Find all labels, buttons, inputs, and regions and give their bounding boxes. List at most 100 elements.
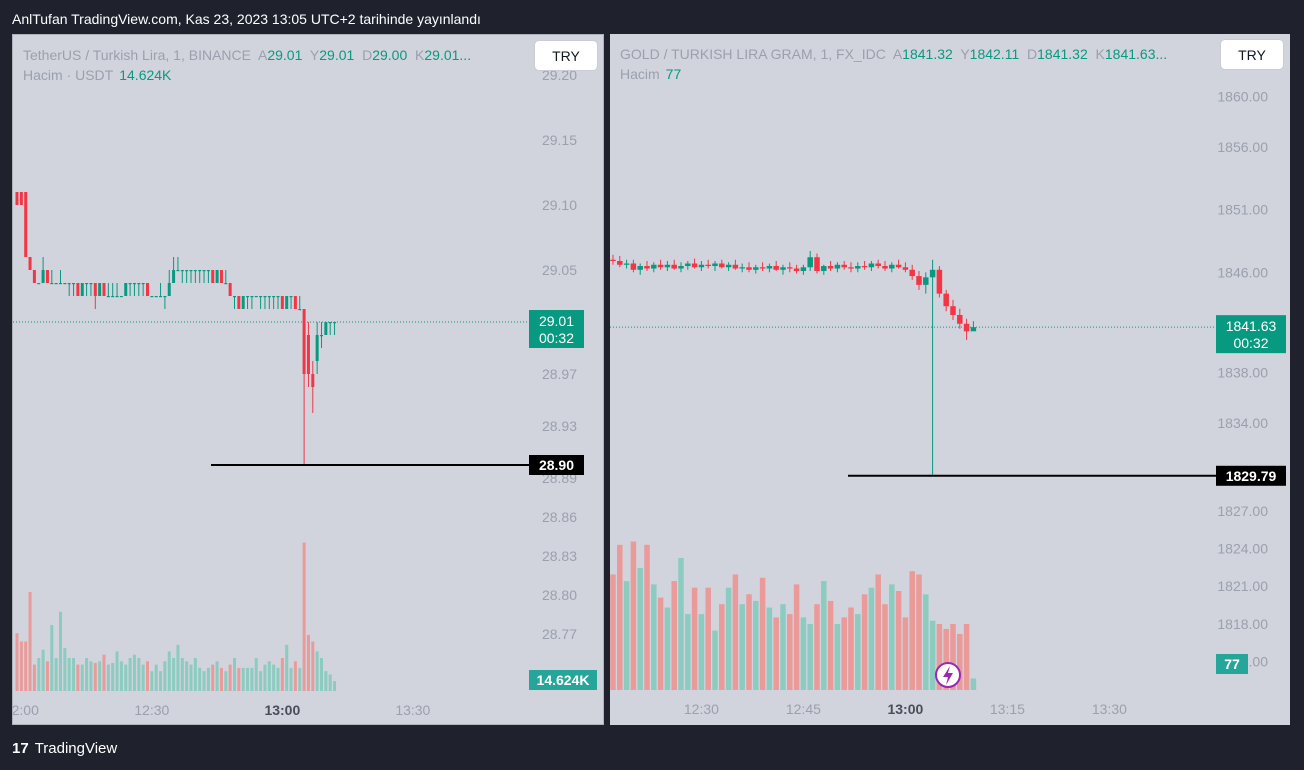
candle-body	[719, 263, 725, 268]
candle-body	[644, 266, 650, 269]
volume-bar	[861, 594, 868, 690]
gold-try-chart-panel[interactable]: 1860.00 1856.00 1851.00 1846.00 1838.00 1834.…	[610, 34, 1290, 725]
candle-body	[41, 270, 45, 283]
volume-bar	[855, 614, 861, 690]
candle-body	[630, 263, 637, 270]
candle-body	[85, 283, 89, 285]
volume-bar	[67, 658, 71, 691]
volume-legend: Hacim · USDT 14.624K	[23, 67, 171, 83]
volume-bar	[41, 649, 45, 691]
volume-bar	[916, 574, 922, 690]
candle-body	[167, 283, 171, 296]
candle-body	[306, 335, 310, 374]
high-value: 29.01	[319, 47, 355, 63]
volume-bar	[882, 604, 888, 690]
candle-body	[882, 266, 888, 269]
volume-bar	[172, 658, 176, 691]
volume-bar	[719, 604, 725, 690]
volume-bar	[206, 667, 210, 691]
y-tick-label: 29.20	[542, 67, 577, 83]
volume-bar	[637, 567, 643, 690]
candle-body	[936, 269, 943, 294]
candle-body	[159, 296, 163, 298]
volume-bar	[630, 541, 637, 690]
volume-bar	[320, 658, 323, 691]
candle-body	[280, 296, 284, 309]
volume-bar	[167, 651, 171, 691]
candle-body	[766, 266, 773, 269]
candle-body	[176, 270, 180, 272]
volume-legend: Hacim 77	[620, 66, 681, 82]
symbol-label[interactable]: TetherUS / Turkish Lira, 1, BINANCE	[23, 47, 251, 63]
y-tick-label: 1824.00	[1217, 540, 1268, 556]
volume-bar	[289, 667, 293, 691]
volume-bar	[827, 600, 834, 690]
volume-bar	[766, 607, 773, 690]
volume-bar	[306, 634, 310, 691]
y-tick-label: 29.15	[542, 132, 577, 148]
volume-bar	[814, 604, 820, 690]
candle-body	[657, 264, 664, 268]
volume-bar	[623, 581, 630, 690]
volume-bar	[923, 594, 929, 690]
usdt-try-chart-canvas[interactable]: 29.2029.1529.1029.0528.9728.9328.8928.86…	[13, 35, 604, 725]
y-tick-label: 28.77	[542, 626, 577, 642]
volume-bar	[834, 624, 841, 690]
candle-body	[32, 270, 36, 283]
currency-button[interactable]: TRY	[1221, 40, 1283, 69]
candle-body	[198, 270, 202, 272]
volume-bar	[936, 624, 943, 690]
candle-body	[311, 374, 315, 387]
volume-bar	[93, 662, 97, 691]
candle-body	[909, 269, 915, 277]
y-tick-label: 28.97	[542, 366, 577, 382]
volume-bar	[63, 648, 67, 691]
open-value: 29.01	[267, 47, 303, 63]
candle-body	[841, 264, 847, 268]
volume-bar	[102, 654, 106, 691]
tradingview-logo-icon: 17	[12, 740, 29, 757]
close-value: 29.01...	[424, 47, 472, 63]
volume-bar	[150, 671, 154, 691]
volume-bar	[821, 581, 827, 690]
publication-header: AnlTufan TradingView.com, Kas 23, 2023 1…	[12, 11, 481, 27]
candle-body	[705, 264, 711, 267]
volume-bar	[691, 587, 698, 690]
tradingview-footer[interactable]: 17 TradingView	[12, 740, 117, 757]
volume-bar	[246, 667, 250, 691]
volume-bar	[276, 667, 280, 691]
candle-body	[916, 276, 922, 285]
y-tick-label: 1838.00	[1217, 365, 1268, 381]
volume-bar	[189, 664, 193, 691]
candle-body	[800, 267, 807, 272]
x-tick-label: 12:45	[786, 701, 821, 717]
volume-bar	[298, 667, 302, 691]
candle-body	[610, 259, 616, 261]
candle-body	[821, 266, 827, 272]
candle-body	[685, 263, 691, 267]
volume-bar	[45, 661, 49, 691]
usdt-try-chart-panel[interactable]: 29.20 29.15 29.10 29.05 28.97 28.93 28.89 28.86…	[12, 34, 604, 725]
candle-body	[855, 266, 861, 269]
candle-body	[19, 192, 23, 205]
candle-body	[76, 283, 80, 296]
candle-body	[895, 264, 902, 268]
candle-body	[80, 283, 84, 296]
candle-body	[691, 263, 698, 268]
currency-button[interactable]: TRY	[535, 41, 597, 70]
volume-bar	[50, 625, 54, 691]
gold-try-chart-canvas[interactable]: 1860.00 1856.00 1851.00 1846.00 1838.00 1834.…	[610, 34, 1290, 725]
candle-body	[780, 267, 786, 270]
volume-bar	[678, 558, 684, 690]
candle-body	[250, 296, 254, 298]
symbol-label[interactable]: GOLD / TURKISH LIRA GRAM, 1, FX_IDC	[620, 46, 886, 62]
volume-bar	[333, 681, 337, 691]
candle-body	[246, 296, 250, 298]
candle-body	[154, 296, 158, 298]
candle-body	[111, 296, 115, 298]
candle-body	[732, 264, 739, 269]
x-tick-label: 13:30	[1092, 701, 1127, 717]
candle-body	[50, 283, 54, 285]
candle-body	[15, 192, 19, 205]
lightning-icon[interactable]	[935, 662, 961, 688]
